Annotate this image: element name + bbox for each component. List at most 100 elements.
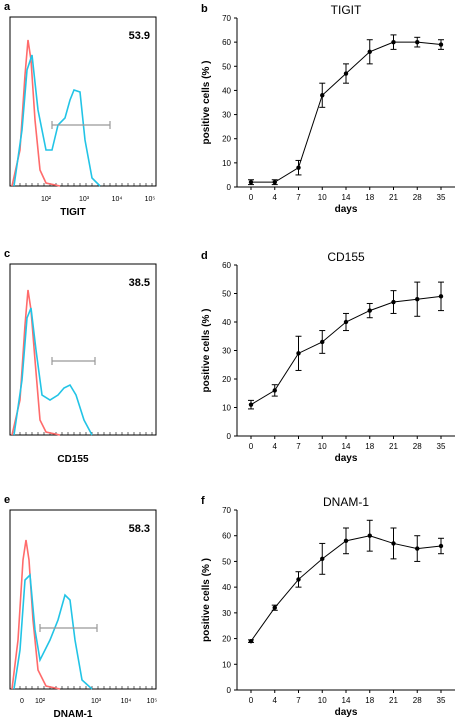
series-line-b [251, 41, 442, 183]
data-point-b [438, 42, 444, 47]
data-point-b [248, 179, 254, 185]
x-tick-label-a: 10² [41, 196, 52, 203]
stained-trace-e [13, 573, 93, 690]
x-axis-label-b: days [335, 204, 358, 215]
x-tick-label-b: 0 [249, 193, 254, 202]
y-tick-label-d: 60 [222, 261, 231, 270]
x-tick-label-f: 4 [273, 696, 278, 705]
x-tick-label-b: 4 [273, 193, 278, 202]
data-point-f [343, 538, 349, 544]
gate-percent-c: 38.5 [129, 277, 150, 289]
x-tick-label-d: 18 [365, 442, 374, 451]
marker-label-e: DNAM-1 [54, 709, 93, 720]
chart-title-b: TIGIT [331, 3, 362, 17]
data-point-f [391, 541, 396, 546]
y-tick-label-b: 0 [227, 183, 232, 192]
stained-trace-a [13, 54, 101, 187]
y-tick-label-d: 10 [222, 404, 231, 413]
data-point-b [343, 71, 349, 76]
data-point-b [320, 93, 325, 98]
x-tick-label-b: 35 [437, 193, 446, 202]
x-tick-label-e: 10³ [91, 698, 102, 705]
histogram-frame-a [9, 16, 157, 187]
panel-letter-b: b [201, 3, 208, 15]
marker-label-a: TIGIT [60, 207, 86, 218]
x-tick-label-f: 21 [389, 696, 398, 705]
data-point-f [367, 533, 372, 538]
x-tick-label-d: 7 [296, 442, 301, 451]
x-tick-label-e: 0 [20, 698, 24, 705]
y-tick-label-f: 20 [222, 635, 231, 644]
x-tick-label-d: 0 [249, 442, 254, 451]
panel-letter-e: e [4, 494, 10, 506]
y-tick-label-f: 0 [227, 686, 232, 695]
x-tick-label-f: 28 [413, 696, 422, 705]
x-tick-label-e: 10⁴ [121, 698, 132, 705]
data-point-b [391, 39, 396, 45]
y-tick-label-b: 20 [222, 135, 231, 144]
control-trace-e [11, 539, 61, 690]
y-axis-label-b: positive cells (% ) [201, 61, 212, 145]
y-tick-label-b: 50 [222, 62, 231, 71]
y-tick-label-b: 60 [222, 38, 231, 47]
data-point-f [296, 577, 301, 582]
chart-title-f: DNAM-1 [323, 495, 369, 509]
y-tick-label-f: 70 [222, 506, 231, 515]
data-point-f [415, 546, 420, 551]
data-point-f [320, 556, 325, 562]
control-trace-c [11, 289, 61, 436]
x-axis-label-f: days [335, 707, 358, 718]
y-tick-label-f: 60 [222, 532, 231, 541]
control-trace-a [11, 39, 61, 187]
x-tick-label-b: 10 [318, 193, 327, 202]
histogram-frame-c [9, 263, 157, 436]
x-tick-label-f: 0 [249, 696, 254, 705]
x-tick-label-e: 10⁵ [147, 698, 158, 705]
data-point-d [415, 297, 420, 302]
x-tick-label-d: 14 [342, 442, 351, 451]
data-point-d [296, 351, 301, 356]
y-tick-label-b: 40 [222, 86, 231, 95]
y-tick-label-f: 40 [222, 583, 231, 592]
data-point-b [367, 49, 372, 54]
x-tick-label-f: 18 [365, 696, 374, 705]
gate-percent-e: 58.3 [129, 523, 150, 535]
x-tick-label-d: 10 [318, 442, 327, 451]
x-tick-label-f: 10 [318, 696, 327, 705]
y-tick-label-b: 30 [222, 111, 231, 120]
y-tick-label-b: 10 [222, 159, 231, 168]
x-tick-label-a: 10³ [79, 196, 90, 203]
x-tick-label-f: 7 [296, 696, 301, 705]
panel-letter-d: d [201, 250, 208, 262]
x-tick-label-b: 7 [296, 193, 301, 202]
data-point-d [367, 308, 372, 313]
data-point-b [415, 39, 420, 45]
x-tick-label-a: 10⁵ [145, 196, 156, 203]
y-tick-label-d: 30 [222, 347, 231, 356]
x-tick-label-d: 4 [273, 442, 278, 451]
data-point-d [320, 339, 325, 345]
data-point-d [272, 388, 277, 393]
data-point-b [272, 179, 277, 185]
y-tick-label-f: 10 [222, 660, 231, 669]
y-axis-label-f: positive cells (% ) [201, 558, 212, 642]
panel-letter-f: f [201, 495, 205, 507]
x-tick-label-b: 18 [365, 193, 374, 202]
data-point-d [391, 299, 396, 305]
x-axis-label-d: days [335, 453, 358, 464]
data-point-d [248, 402, 254, 407]
x-tick-label-b: 14 [342, 193, 351, 202]
x-tick-label-e: 10² [35, 698, 46, 705]
x-tick-label-a: 10⁴ [112, 196, 123, 203]
x-tick-label-f: 35 [437, 696, 446, 705]
histogram-frame-e [9, 509, 157, 690]
y-tick-label-f: 50 [222, 557, 231, 566]
y-tick-label-d: 0 [227, 432, 232, 441]
x-tick-label-f: 14 [342, 696, 351, 705]
panel-letter-c: c [4, 248, 10, 260]
x-tick-label-d: 21 [389, 442, 398, 451]
y-axis-label-d: positive cells (% ) [201, 309, 212, 393]
y-tick-label-d: 40 [222, 318, 231, 327]
data-point-d [343, 319, 349, 325]
